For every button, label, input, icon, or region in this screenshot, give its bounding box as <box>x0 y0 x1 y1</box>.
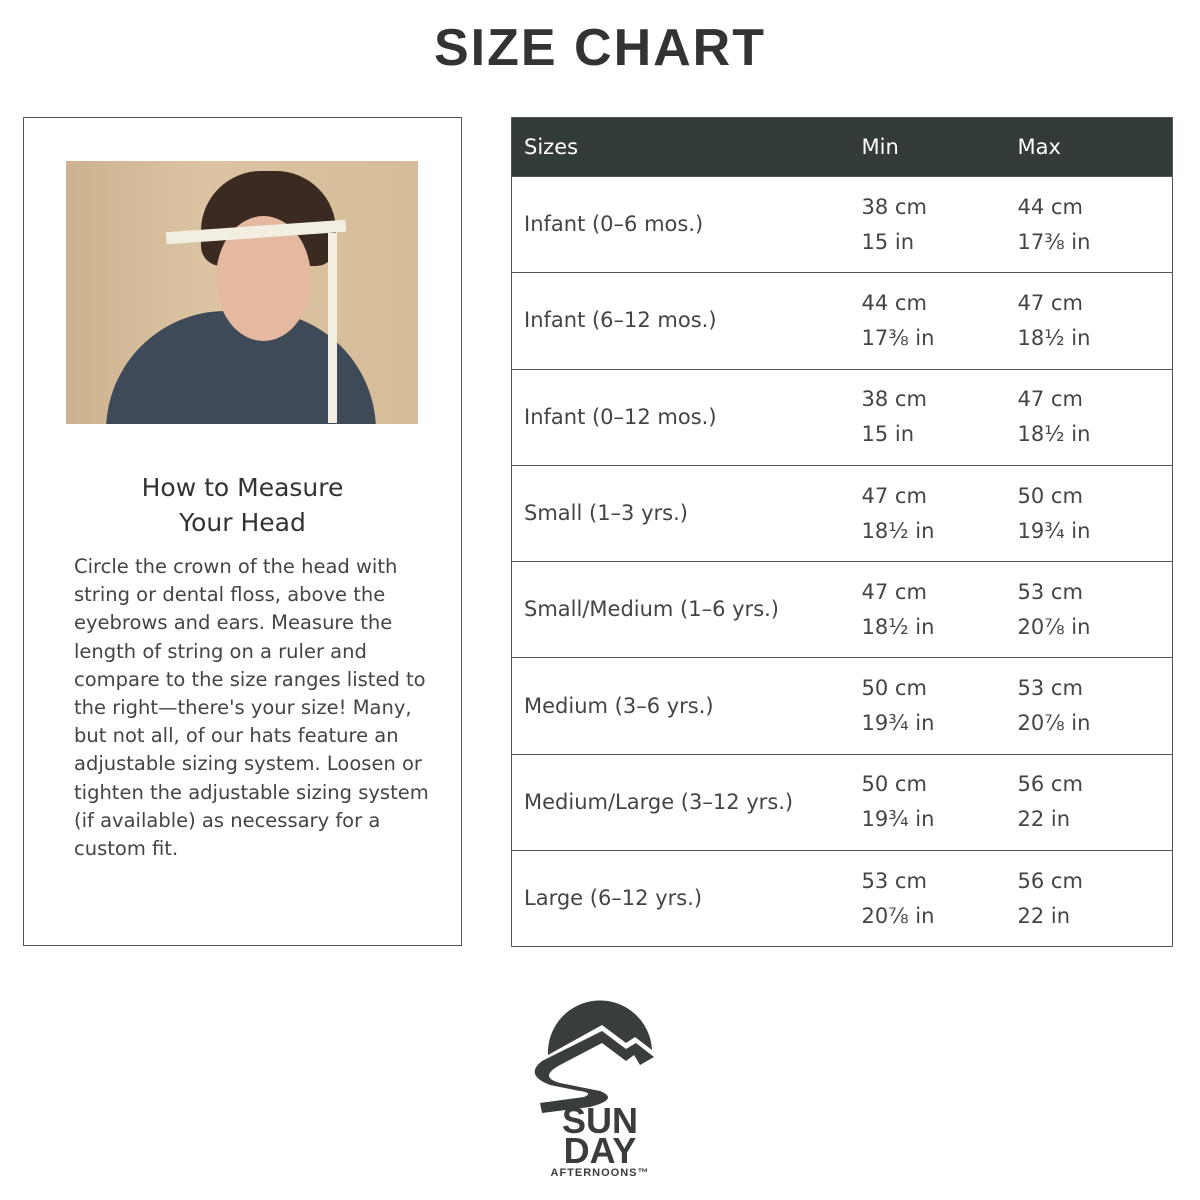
table-row: Medium (3–6 yrs.) 50 cm 19¾ in 53 cm 20⅞ i… <box>511 657 1173 755</box>
size-cell: Medium/Large (3–12 yrs.) <box>511 753 862 851</box>
max-in: 18½ in <box>1017 325 1091 350</box>
max-in: 18½ in <box>1017 422 1091 447</box>
measure-guide-card: How to Measure Your Head Circle the crow… <box>23 117 462 946</box>
min-cell: 44 cm 17⅜ in <box>861 272 1018 370</box>
size-cell: Small/Medium (1–6 yrs.) <box>511 561 862 658</box>
max-cm: 50 cm <box>1017 483 1083 508</box>
guide-heading: How to Measure Your Head <box>141 473 344 537</box>
table-row: Large (6–12 yrs.) 53 cm 20⅞ in 56 cm 22 in <box>511 850 1173 947</box>
min-cell: 50 cm 19¾ in <box>861 657 1018 755</box>
size-cell: Medium (3–6 yrs.) <box>511 657 862 755</box>
table-row: Infant (0–6 mos.) 38 cm 15 in 44 cm 17⅜ in <box>511 175 1173 273</box>
max-cm: 44 cm <box>1017 194 1083 219</box>
max-cm: 56 cm <box>1017 868 1083 893</box>
min-cell: 38 cm 15 in <box>861 175 1018 273</box>
max-in: 22 in <box>1017 807 1071 832</box>
min-cm: 47 cm <box>861 579 927 604</box>
max-cell: 56 cm 22 in <box>1017 753 1173 851</box>
size-cell: Infant (0–12 mos.) <box>511 368 862 466</box>
header-sizes: Sizes <box>524 135 579 159</box>
max-cell: 47 cm 18½ in <box>1017 272 1173 370</box>
header-min: Min <box>861 135 899 159</box>
table-row: Small (1–3 yrs.) 47 cm 18½ in 50 cm 19¾ in <box>511 464 1173 562</box>
max-in: 20⅞ in <box>1017 614 1091 639</box>
header-max: Max <box>1017 135 1061 159</box>
max-in: 20⅞ in <box>1017 711 1091 736</box>
page-title: SIZE CHART <box>434 19 766 77</box>
min-cm: 50 cm <box>861 772 927 797</box>
min-in: 15 in <box>861 229 915 254</box>
size-table: Sizes Min Max Infant (0–6 mos.) 38 cm 15 … <box>511 117 1173 948</box>
max-cm: 53 cm <box>1017 676 1083 701</box>
min-cell: 53 cm 20⅞ in <box>861 850 1018 947</box>
max-cm: 53 cm <box>1017 579 1083 604</box>
min-cm: 53 cm <box>861 868 927 893</box>
max-cell: 53 cm 20⅞ in <box>1017 657 1173 755</box>
min-in: 20⅞ in <box>861 903 935 928</box>
size-cell: Large (6–12 yrs.) <box>511 850 862 947</box>
max-cell: 44 cm 17⅜ in <box>1017 175 1173 273</box>
max-in: 17⅜ in <box>1017 229 1091 254</box>
min-cell: 50 cm 19¾ in <box>861 753 1018 851</box>
min-cell: 47 cm 18½ in <box>861 561 1018 658</box>
min-cm: 38 cm <box>861 194 927 219</box>
max-in: 19¾ in <box>1017 518 1091 543</box>
min-in: 15 in <box>861 422 915 447</box>
measuring-head-photo <box>66 161 418 424</box>
table-row: Infant (6–12 mos.) 44 cm 17⅜ in 47 cm 18½ … <box>511 272 1173 370</box>
logo-text-sun: SUN <box>562 1100 638 1141</box>
max-cm: 47 cm <box>1017 387 1083 412</box>
table-header: Sizes Min Max <box>511 117 1173 177</box>
table-row: Infant (0–12 mos.) 38 cm 15 in 47 cm 18½ i… <box>511 368 1173 466</box>
max-cell: 50 cm 19¾ in <box>1017 464 1173 562</box>
sunday-afternoons-logo: SUN DAY AFTERNOONS™ <box>534 1000 654 1179</box>
min-in: 18½ in <box>861 518 935 543</box>
min-cm: 38 cm <box>861 387 927 412</box>
min-in: 18½ in <box>861 614 935 639</box>
max-cell: 47 cm 18½ in <box>1017 368 1173 466</box>
size-cell: Infant (6–12 mos.) <box>511 272 862 370</box>
table-row: Medium/Large (3–12 yrs.) 50 cm 19¾ in 56 … <box>511 753 1173 851</box>
min-cm: 44 cm <box>861 290 927 315</box>
max-cell: 56 cm 22 in <box>1017 850 1173 947</box>
min-in: 19¾ in <box>861 807 935 832</box>
max-cell: 53 cm 20⅞ in <box>1017 561 1173 658</box>
size-cell: Small (1–3 yrs.) <box>511 464 862 562</box>
max-cm: 56 cm <box>1017 772 1083 797</box>
min-cm: 50 cm <box>861 676 927 701</box>
logo-text-afternoons: AFTERNOONS™ <box>551 1167 650 1179</box>
max-in: 22 in <box>1017 903 1071 928</box>
guide-body: Circle the crown of the head with string… <box>74 555 429 861</box>
max-cm: 47 cm <box>1017 290 1083 315</box>
min-in: 19¾ in <box>861 711 935 736</box>
min-in: 17⅜ in <box>861 325 935 350</box>
min-cell: 38 cm 15 in <box>861 368 1018 466</box>
min-cm: 47 cm <box>861 483 927 508</box>
min-cell: 47 cm 18½ in <box>861 464 1018 562</box>
table-row: Small/Medium (1–6 yrs.) 47 cm 18½ in 53 c… <box>511 561 1173 658</box>
size-cell: Infant (0–6 mos.) <box>511 175 862 273</box>
logo-text-day: DAY <box>564 1130 637 1171</box>
